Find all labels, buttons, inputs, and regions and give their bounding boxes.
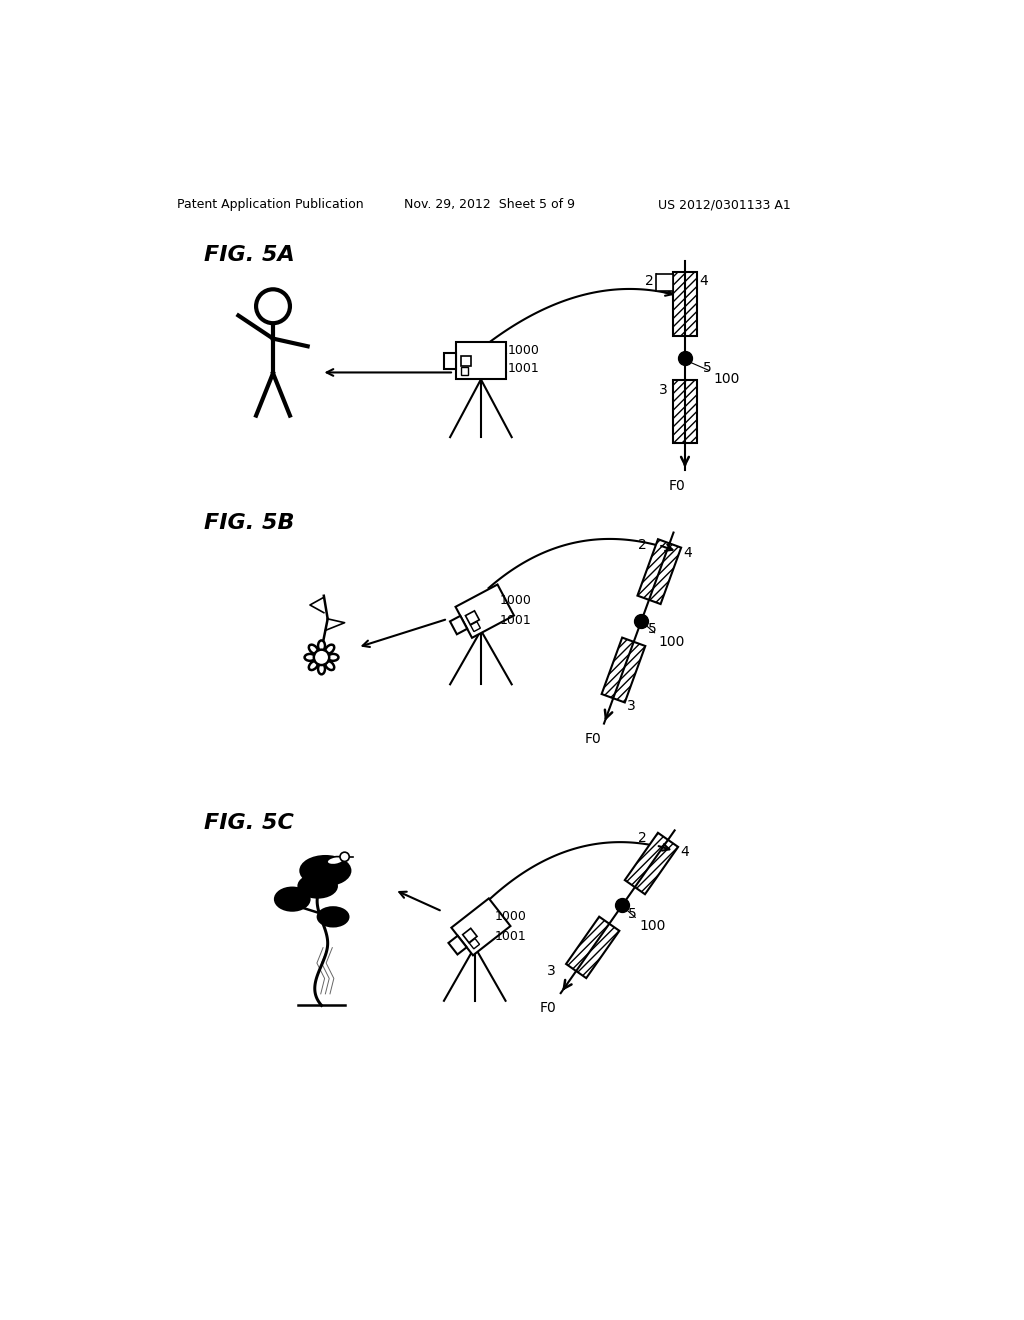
Ellipse shape [327,857,344,865]
Polygon shape [449,936,467,954]
Text: 5: 5 [647,622,656,636]
Polygon shape [461,367,468,375]
Text: FIG. 5C: FIG. 5C [204,813,294,833]
Ellipse shape [318,664,325,675]
Ellipse shape [309,661,317,671]
Polygon shape [674,272,696,335]
Text: 3: 3 [547,964,555,978]
Polygon shape [469,939,479,949]
Text: 4: 4 [699,275,709,288]
Polygon shape [450,616,467,635]
Text: F0: F0 [585,733,601,746]
Text: 2: 2 [638,537,647,552]
Polygon shape [456,342,506,379]
Text: 1000: 1000 [508,343,540,356]
Polygon shape [638,539,681,605]
Text: F0: F0 [540,1001,556,1015]
Circle shape [256,289,290,323]
Ellipse shape [304,653,315,661]
Text: FIG. 5B: FIG. 5B [204,512,294,532]
Polygon shape [625,833,678,894]
Text: 5: 5 [702,360,712,375]
Text: 3: 3 [627,698,636,713]
Ellipse shape [328,653,339,661]
Polygon shape [463,928,477,942]
Polygon shape [443,354,456,368]
Polygon shape [602,638,645,702]
Polygon shape [452,899,510,956]
Ellipse shape [309,644,317,653]
Polygon shape [470,622,480,631]
Ellipse shape [318,640,325,651]
Circle shape [313,649,330,665]
Text: 4: 4 [683,546,692,560]
Ellipse shape [326,661,334,671]
Text: 100: 100 [639,919,666,933]
Circle shape [340,853,349,862]
Text: 1001: 1001 [495,929,526,942]
Polygon shape [456,585,514,638]
Ellipse shape [298,874,337,898]
Text: 100: 100 [714,372,739,385]
Text: 2: 2 [638,832,647,845]
Text: 2: 2 [645,275,653,288]
Text: F0: F0 [669,479,686,494]
Ellipse shape [326,644,334,653]
Text: US 2012/0301133 A1: US 2012/0301133 A1 [658,198,791,211]
Text: 1000: 1000 [495,909,526,923]
Text: 4: 4 [680,845,689,859]
Bar [656,275,674,290]
Ellipse shape [274,887,309,911]
Ellipse shape [300,855,350,886]
Ellipse shape [317,907,348,927]
Polygon shape [461,355,471,367]
Text: Patent Application Publication: Patent Application Publication [177,198,364,211]
Polygon shape [466,611,479,624]
Text: 1000: 1000 [500,594,532,607]
Text: 100: 100 [658,635,685,648]
Text: 3: 3 [658,383,668,397]
Polygon shape [674,380,696,444]
Text: Nov. 29, 2012  Sheet 5 of 9: Nov. 29, 2012 Sheet 5 of 9 [403,198,574,211]
Polygon shape [566,916,620,978]
Text: 1001: 1001 [500,614,531,627]
Text: FIG. 5A: FIG. 5A [204,244,295,264]
Text: 1001: 1001 [508,362,540,375]
Text: 5: 5 [629,907,637,921]
